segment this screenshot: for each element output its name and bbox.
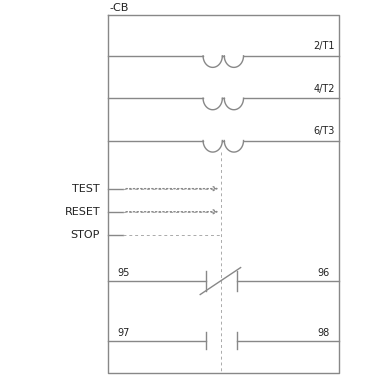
Text: 4/T2: 4/T2 [313,84,335,94]
Text: -CB: -CB [110,3,129,13]
Text: TEST: TEST [72,184,100,194]
Text: 6/T3: 6/T3 [313,126,335,136]
Text: RESET: RESET [64,207,100,217]
Text: 98: 98 [317,328,329,338]
Text: 2/T1: 2/T1 [313,41,335,51]
Text: STOP: STOP [71,230,100,240]
Text: 95: 95 [117,268,130,278]
Text: 97: 97 [117,328,130,338]
Text: 96: 96 [317,268,329,278]
